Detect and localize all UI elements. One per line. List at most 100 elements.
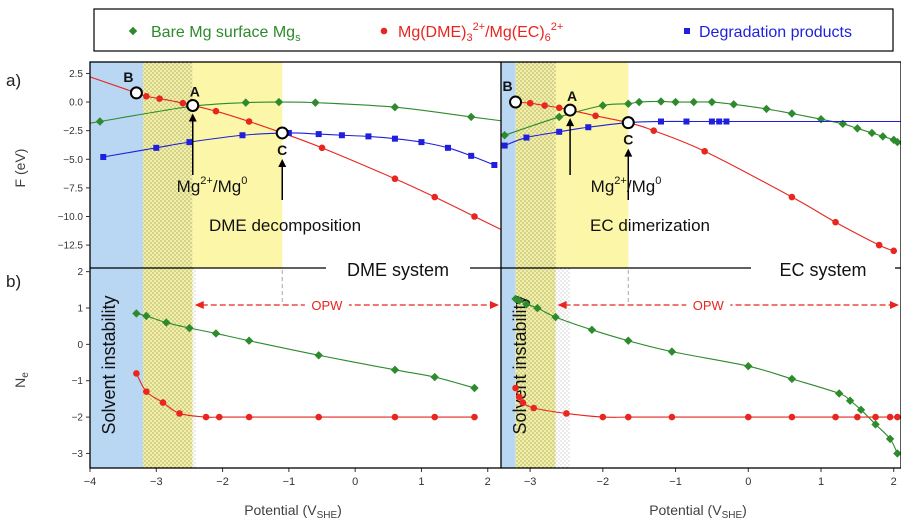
ec-point-c-label: C: [623, 132, 633, 148]
ec-xtick-label-4: 1: [818, 476, 824, 488]
ec-system-label-bg: [751, 257, 895, 281]
ec-f-point-0-10: [762, 104, 771, 114]
dme-bare-f-extension-start: [89, 120, 101, 124]
dme-solvent-instability-label: Solvent instability: [99, 295, 119, 434]
ec-ne-point-1-12: [872, 413, 879, 421]
ec-ne-point-1-6: [624, 413, 632, 421]
dme-ne-point-1-3: [176, 410, 183, 417]
dme-system-label-bg: [326, 257, 470, 281]
dme-f-point-1-3: [179, 99, 187, 107]
ytick-top-label-3: −5.0: [63, 155, 83, 166]
ec-ne-point-0-8: [744, 361, 753, 371]
dme-ne-point-0-5: [244, 336, 254, 345]
ec-ne-point-1-13: [886, 413, 894, 421]
dme-complex-f-extension-start: [89, 76, 137, 94]
ec-ne-point-1-1: [515, 393, 523, 401]
ec-ne-point-1-10: [832, 413, 839, 421]
legend-label-degr: Degradation products: [699, 24, 852, 41]
ec-f-point-0-5: [656, 97, 666, 106]
ec-ne-point-0-10: [834, 389, 844, 398]
ec-ne-line-0: [515, 298, 898, 454]
ec-f-point-0-9: [729, 100, 738, 109]
dme-point-b-circle: [129, 86, 143, 100]
ytick-bottom-label-0: 2: [77, 267, 83, 278]
ec-f-point-0-18: [893, 137, 901, 147]
dme-ne-point-1-10: [471, 413, 478, 421]
ec-f-point-2-8: [716, 118, 723, 125]
dme-f-point-2-0: [100, 153, 107, 160]
ec-xtick-label-1: −2: [597, 476, 610, 488]
dme-ne-point-1-1: [143, 388, 150, 395]
ec-f-point-1-12: [890, 247, 898, 255]
dme-complex-f-extension: [474, 216, 502, 230]
ytick-top-label-1: 0.0: [69, 98, 83, 109]
ec-f-point-0-16: [878, 132, 888, 141]
dme-ne-point-1-0: [133, 370, 140, 377]
dme-f-point-1-9: [431, 193, 439, 201]
ytick-top-label-6: −12.5: [58, 241, 84, 252]
ec-f-point-0-6: [671, 97, 680, 107]
ec-point-a-label: A: [567, 88, 577, 104]
ytick-bottom-label-4: −2: [72, 413, 84, 424]
dme-opw-label: OPW: [311, 298, 343, 313]
ec-opw-arrow-left: [557, 301, 567, 309]
ec-f-point-1-5: [592, 112, 599, 120]
ec-xtick-label-0: −3: [524, 476, 537, 488]
ec-f-point-0-2: [598, 101, 608, 110]
ec-xtick-label-2: −1: [669, 476, 682, 488]
legend-marker-complex: [380, 27, 388, 35]
ec-f-point-1-9: [788, 193, 796, 201]
ec-solvent-instability-band: [501, 62, 516, 468]
dme-xtick-label-3: −1: [283, 476, 296, 488]
ec-f-point-0-0: [500, 131, 509, 140]
dme-ne-point-0-3: [185, 323, 194, 333]
ytick-bottom-label-2: 0: [77, 340, 83, 351]
ec-f-point-0-11: [787, 109, 797, 118]
ec-ne-point-1-7: [668, 413, 676, 421]
dme-ne-point-1-6: [245, 413, 253, 421]
dme-f-point-2-1: [153, 144, 160, 151]
dme-opw-label-bg: [304, 296, 349, 314]
dme-f-point-2-4: [285, 129, 292, 136]
ytick-bottom-label-1: 1: [77, 304, 83, 315]
ec-ne-point-0-9: [787, 374, 797, 384]
dme-ne-point-0-9: [470, 383, 479, 393]
ec-f-point-0-12: [816, 115, 826, 124]
ec-f-point-1-1: [526, 99, 534, 107]
ec-ne-point-0-5: [587, 325, 597, 335]
dme-f-point-1-2: [156, 95, 163, 102]
ec-ne-point-0-4: [551, 312, 560, 322]
ec-f-point-1-7: [650, 127, 658, 134]
dme-dotted-edge: [192, 268, 196, 468]
ec-panel: Solvent instability A B C Mg2+/Mg0 EC dimeriz…: [500, 62, 901, 468]
dme-ne-line-0: [136, 312, 475, 389]
ec-opw-label: OPW: [693, 298, 725, 313]
dme-ne-point-1-5: [215, 413, 223, 421]
dme-f-point-0-2: [241, 98, 250, 107]
dme-f-point-2-2: [186, 139, 193, 146]
ec-point-a-circle: [563, 103, 577, 117]
ec-f-point-1-2: [541, 102, 548, 109]
dme-xtick-label-0: −4: [84, 476, 97, 488]
ec-f-point-2-2: [556, 128, 563, 135]
ec-f-point-0-7: [689, 97, 698, 107]
dme-ne-point-1-7: [315, 413, 323, 421]
dme-f-point-2-7: [365, 133, 372, 140]
ec-ne-point-0-15: [893, 449, 901, 458]
ec-f-point-1-10: [832, 218, 839, 226]
dme-ne-point-0-1: [142, 311, 151, 321]
ec-f-point-1-3: [555, 104, 563, 112]
ec-ne-point-0-14: [885, 434, 895, 444]
dme-yellow-band: [192, 62, 283, 268]
ec-ne-point-1-3: [530, 404, 538, 412]
dme-xtick-label-4: 0: [352, 476, 358, 488]
dme-f-point-1-1: [143, 93, 150, 100]
ec-system-label-group: EC system: [751, 257, 895, 281]
dme-ne-point-0-6: [314, 351, 323, 360]
dme-f-point-2-6: [338, 132, 345, 139]
y-axis-label-top: F (eV): [12, 149, 28, 188]
ytick-top-label-2: −2.5: [63, 126, 83, 137]
dme-hatched-band: [143, 62, 193, 468]
dme-panel: Solvent instability A B C Mg2+/Mg0 DME decomp…: [89, 62, 502, 468]
